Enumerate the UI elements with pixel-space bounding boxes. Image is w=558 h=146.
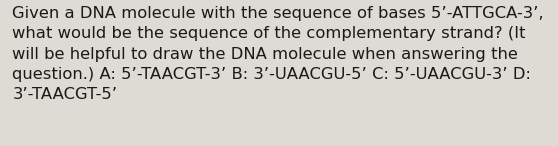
Text: Given a DNA molecule with the sequence of bases 5’-ATTGCA-3’,
what would be the : Given a DNA molecule with the sequence o… (12, 6, 544, 102)
